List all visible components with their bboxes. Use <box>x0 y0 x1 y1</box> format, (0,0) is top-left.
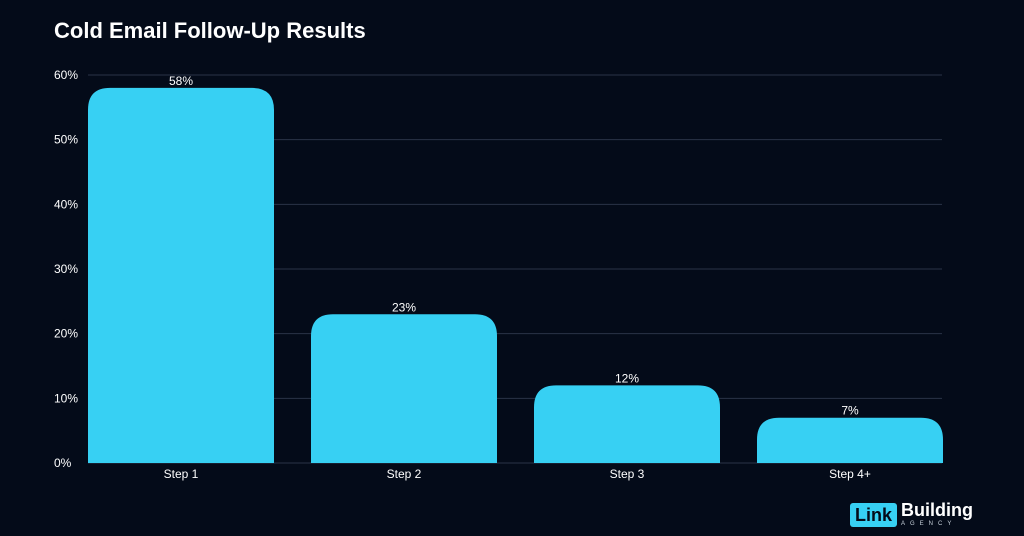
logo-word: Building <box>901 500 973 520</box>
data-label: 58% <box>169 74 193 88</box>
y-tick-label: 30% <box>54 262 78 276</box>
data-label: 7% <box>841 404 859 418</box>
y-tick-label: 20% <box>54 327 78 341</box>
data-label: 23% <box>392 300 416 314</box>
y-tick-label: 10% <box>54 391 78 405</box>
bar <box>534 385 720 463</box>
chart-title: Cold Email Follow-Up Results <box>54 18 366 43</box>
data-label: 12% <box>615 371 639 385</box>
x-tick-label: Step 1 <box>164 467 199 481</box>
brand-logo: Link Building AGENCY <box>850 501 973 528</box>
y-tick-label: 60% <box>54 68 78 82</box>
bar <box>311 314 497 463</box>
x-tick-label: Step 3 <box>610 467 645 481</box>
logo-box: Link <box>850 502 898 527</box>
bar <box>757 417 943 463</box>
logo-subtitle: AGENCY <box>901 521 957 527</box>
y-tick-label: 40% <box>54 197 78 211</box>
x-tick-label: Step 2 <box>387 467 422 481</box>
y-tick-label: 0% <box>54 456 72 470</box>
x-tick-label: Step 4+ <box>829 467 871 481</box>
y-tick-label: 50% <box>54 133 78 147</box>
bar <box>88 87 274 463</box>
